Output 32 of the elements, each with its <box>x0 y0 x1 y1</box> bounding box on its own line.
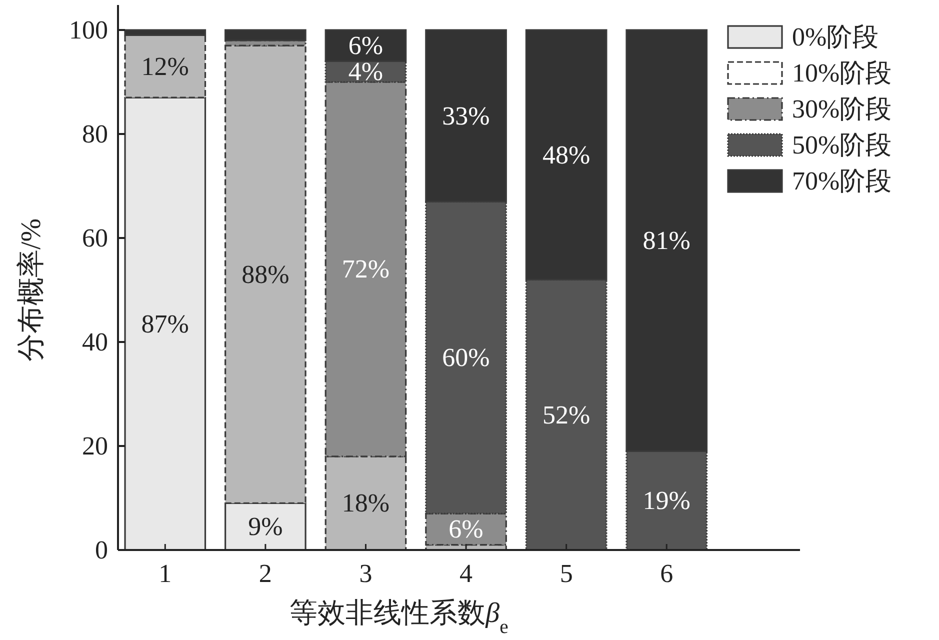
y-axis-title: 分布概率/% <box>16 218 47 362</box>
data-label: 52% <box>542 400 590 430</box>
legend-label: 50%阶段 <box>792 130 892 160</box>
x-tick-label: 2 <box>258 559 272 588</box>
data-label: 6% <box>448 514 484 544</box>
data-label: 81% <box>642 226 690 256</box>
data-label: 19% <box>642 486 690 516</box>
y-tick-label: 60 <box>82 224 108 252</box>
data-label: 12% <box>141 52 189 81</box>
data-label: 18% <box>342 488 390 518</box>
legend-label: 30%阶段 <box>792 94 892 124</box>
y-tick-label: 40 <box>82 328 108 356</box>
x-tick-label: 5 <box>560 559 573 588</box>
y-tick-label: 100 <box>69 16 108 44</box>
x-tick-label: 6 <box>660 559 674 588</box>
data-label: 9% <box>248 512 283 542</box>
data-label: 88% <box>242 260 290 289</box>
legend-label: 10%阶段 <box>792 58 892 88</box>
x-tick-label: 4 <box>460 559 473 588</box>
data-label: 33% <box>442 101 490 130</box>
data-label: 48% <box>542 140 590 170</box>
y-tick-label: 80 <box>82 120 108 148</box>
legend-label: 70%阶段 <box>792 166 892 196</box>
y-tick-label: 0 <box>95 536 108 564</box>
y-tick-label: 20 <box>82 432 108 460</box>
x-tick-label: 3 <box>359 559 372 588</box>
x-axis-title: 等效非线性系数β$_{e}$ <box>290 598 509 638</box>
x-tick-label: 1 <box>158 559 172 588</box>
legend-label: 0%阶段 <box>792 22 879 52</box>
data-label: 60% <box>442 343 490 372</box>
data-label: 72% <box>342 254 390 284</box>
data-label: 87% <box>141 309 189 338</box>
